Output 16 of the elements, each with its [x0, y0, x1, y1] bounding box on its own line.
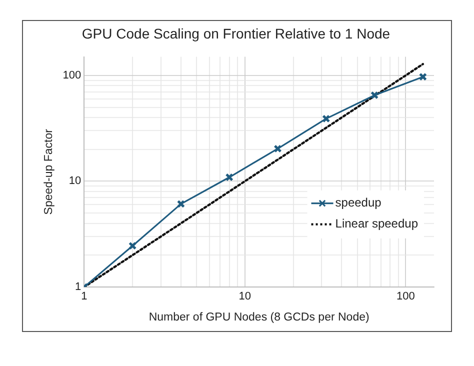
point: [128, 242, 137, 250]
y-tick-label: 1: [75, 281, 82, 294]
x-tick-label: 100: [396, 290, 415, 303]
point: [274, 144, 282, 153]
chart-title: GPU Code Scaling on Frontier Relative to 1 Node: [82, 25, 390, 42]
y-axis-title: Speed-up Factor: [43, 128, 56, 215]
legend-label: speedup: [335, 196, 382, 210]
point: [370, 91, 379, 100]
point: [225, 173, 234, 182]
x-tick-label: 10: [238, 290, 252, 303]
legend-label: Linear speedup: [335, 216, 418, 231]
x-axis-title: Number of GPU Nodes (8 GCDs per Node): [148, 311, 370, 324]
y-tick-label: 10: [68, 175, 82, 188]
point: [176, 200, 186, 208]
y-tick-label: 100: [62, 69, 82, 82]
point: [322, 114, 330, 123]
